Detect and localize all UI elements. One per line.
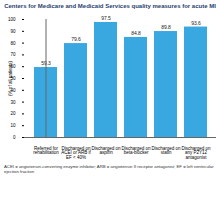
svg-text:60: 60: [10, 64, 16, 70]
svg-text:Discharged onany P2Y12antagoni: Discharged onany P2Y12antagonist: [181, 146, 211, 160]
svg-text:90: 90: [10, 29, 16, 34]
svg-text:10: 10: [10, 123, 16, 128]
svg-text:50: 50: [10, 75, 16, 81]
svg-text:(% of all patients): (% of all patients): [8, 61, 13, 96]
svg-text:Referred forrehabilitation: Referred forrehabilitation: [33, 146, 59, 156]
svg-text:79.6: 79.6: [71, 36, 81, 42]
svg-text:0: 0: [13, 135, 16, 140]
html-text:ACEI = angiotensin-converting: ACEI = angiotensin-converting enzyme inh…: [4, 164, 214, 175]
svg-text:Discharged onACEI or ARB ifEF: Discharged onACEI or ARB ifEF < 40%: [61, 146, 91, 160]
svg-text:93.6: 93.6: [191, 20, 201, 26]
svg-text:89.8: 89.8: [161, 24, 171, 30]
svg-text:59.3: 59.3: [41, 60, 51, 67]
svg-text:30: 30: [10, 100, 16, 105]
svg-text:Discharged onbeta-blocker: Discharged onbeta-blocker: [121, 146, 151, 156]
svg-text:40: 40: [10, 87, 16, 93]
svg-text:80: 80: [10, 41, 16, 46]
html-text:Centers for Medicare and Medic: Centers for Medicare and Medicaid Servic…: [4, 3, 216, 9]
svg-text:20: 20: [10, 111, 16, 116]
svg-text:97.5: 97.5: [101, 15, 111, 21]
svg-text:Discharged onaspirin: Discharged onaspirin: [91, 146, 121, 156]
svg-text:Discharged onstatin: Discharged onstatin: [151, 146, 181, 156]
svg-text:100: 100: [8, 17, 16, 22]
svg-text:70: 70: [10, 52, 16, 57]
svg-text:84.8: 84.8: [131, 30, 141, 36]
